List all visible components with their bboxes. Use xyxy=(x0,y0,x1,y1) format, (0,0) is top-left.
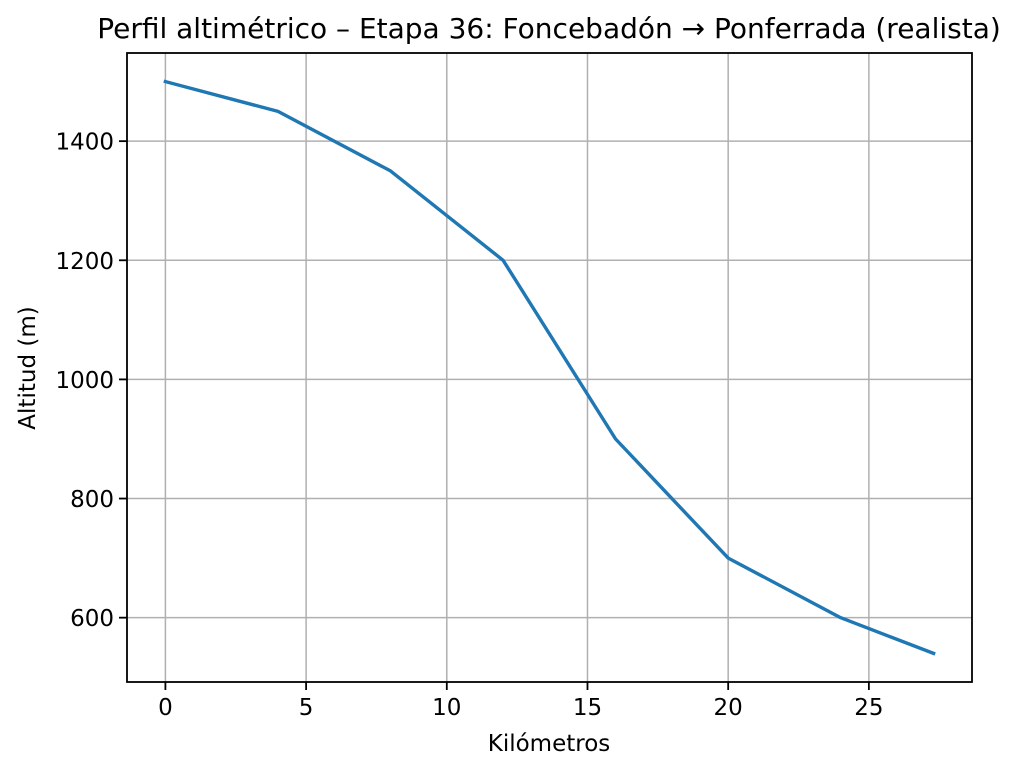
axes-box xyxy=(126,52,973,683)
x-tick-label: 10 xyxy=(432,695,461,721)
chart-title: Perfil altimétrico – Etapa 36: Foncebadó… xyxy=(97,12,1001,45)
x-tick-label: 15 xyxy=(573,695,602,721)
y-tick-label: 1200 xyxy=(55,249,114,275)
y-axis-label: Altitud (m) xyxy=(15,306,41,429)
x-tick-label: 5 xyxy=(299,695,314,721)
x-tick-label: 25 xyxy=(854,695,883,721)
y-tick-label: 600 xyxy=(70,606,114,632)
y-tick-label: 1400 xyxy=(55,130,114,156)
y-tick-label: 1000 xyxy=(55,368,114,394)
x-axis-label: Kilómetros xyxy=(488,731,611,757)
x-tick-label: 20 xyxy=(714,695,743,721)
x-tick-label: 0 xyxy=(158,695,173,721)
plot-area: 0 5 10 15 20 25 600 800 1000 1200 1400 xyxy=(55,52,973,721)
y-tick-label: 800 xyxy=(70,487,114,513)
elevation-line xyxy=(163,79,936,656)
